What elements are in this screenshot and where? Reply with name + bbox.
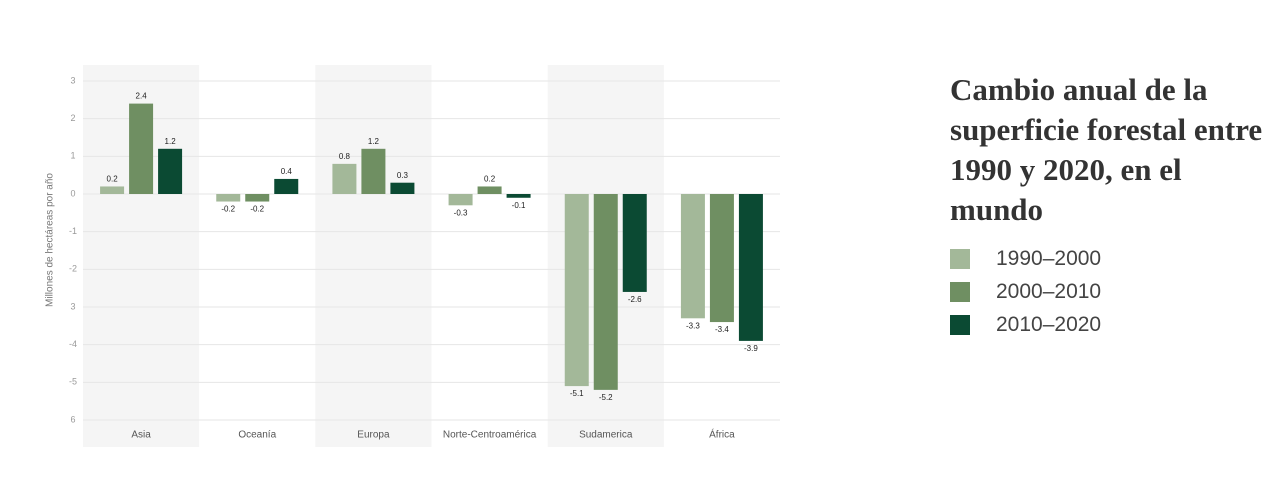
bar	[448, 194, 473, 206]
x-tick-label: Europa	[357, 430, 390, 441]
data-label: -0.1	[512, 201, 526, 210]
bar	[332, 163, 357, 194]
data-label: 2.4	[136, 92, 148, 101]
x-tick-label: Norte-Centroamérica	[443, 430, 537, 441]
bar	[216, 194, 241, 202]
x-tick-label: África	[709, 428, 735, 441]
x-tick-label: Oceanía	[238, 430, 276, 441]
bar	[477, 186, 502, 194]
y-axis-label: Millones de hectáreas por año	[45, 173, 56, 307]
data-label: 0.3	[397, 171, 409, 180]
y-tick-label: 3	[70, 301, 75, 311]
legend-item: 1990–2000	[950, 242, 1101, 275]
bar	[390, 182, 415, 194]
legend-item: 2000–2010	[950, 275, 1101, 308]
data-label: -0.3	[454, 208, 468, 217]
bar	[361, 148, 386, 194]
data-label: -3.4	[715, 325, 729, 334]
legend-label: 1990–2000	[996, 246, 1102, 270]
data-label: 0.4	[281, 167, 293, 176]
bar	[738, 194, 763, 341]
legend-label: 2000–2010	[996, 279, 1102, 303]
y-tick-label: 1	[70, 151, 75, 161]
legend-swatch	[950, 248, 970, 269]
data-label: -0.2	[250, 205, 264, 214]
data-label: -3.9	[744, 344, 758, 353]
y-tick-label: 6	[70, 414, 75, 424]
chart-title: Cambio anual de la superficie forestal e…	[950, 72, 1263, 227]
data-label: 0.2	[107, 175, 119, 184]
bar	[593, 194, 618, 390]
bar	[506, 194, 531, 198]
legend-swatch	[950, 314, 970, 335]
bar	[622, 194, 647, 292]
bar	[680, 194, 705, 319]
y-tick-label: -5	[69, 377, 77, 387]
chart: Millones de hectáreas por año 3 2 1 0 -1 -2 3 -…	[44, 65, 780, 447]
data-label: 1.2	[165, 137, 177, 146]
legend-label: 2010–2020	[996, 312, 1102, 336]
data-label: -3.3	[686, 321, 700, 330]
y-tick-label: 0	[70, 188, 75, 198]
bar	[709, 194, 734, 323]
bar	[564, 194, 589, 387]
bar	[158, 148, 183, 194]
data-label: -5.1	[570, 389, 584, 398]
y-tick-label: 3	[70, 75, 75, 85]
legend-swatch	[950, 281, 970, 302]
legend: 1990–2000 2000–2010 2010–2020	[950, 242, 1101, 341]
data-label: 1.2	[368, 137, 380, 146]
bar	[100, 186, 125, 194]
bar	[129, 103, 154, 194]
y-tick-label: -2	[69, 264, 77, 274]
category-band	[315, 65, 432, 447]
bar	[245, 194, 270, 202]
data-label: -0.2	[221, 205, 235, 214]
data-label: 0.8	[339, 152, 351, 161]
y-tick-label: -4	[69, 339, 77, 349]
y-tick-label: -1	[69, 226, 77, 236]
x-tick-label: Sudamerica	[579, 430, 633, 441]
x-tick-label: Asia	[131, 430, 151, 441]
data-label: -2.6	[628, 295, 642, 304]
y-tick-label: 2	[70, 113, 75, 123]
legend-item: 2010–2020	[950, 308, 1101, 341]
data-label: 0.2	[484, 175, 496, 184]
bar	[274, 178, 299, 194]
data-label: -5.2	[599, 393, 613, 402]
